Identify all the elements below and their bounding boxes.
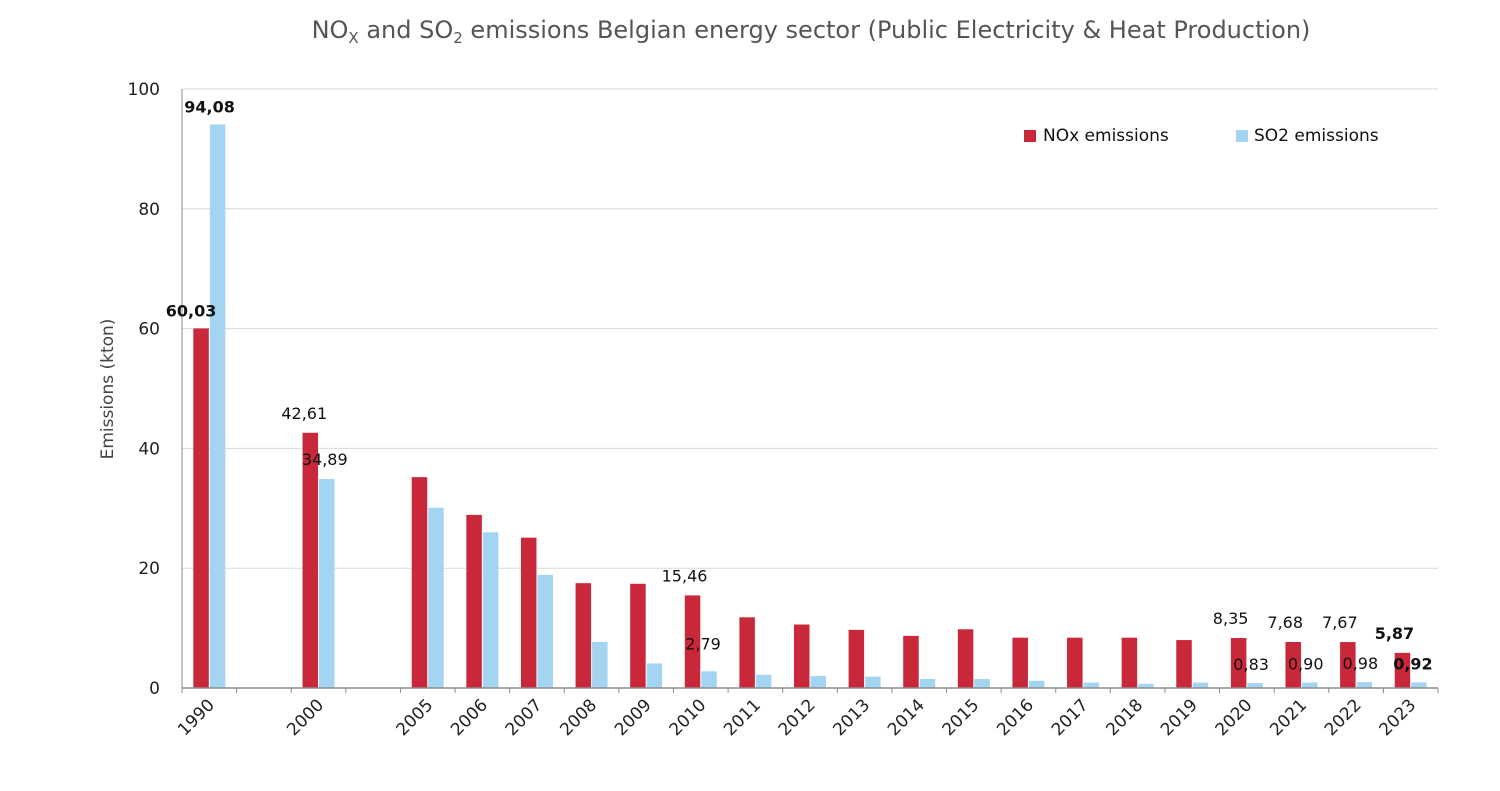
y-tick-label: 100 bbox=[128, 80, 160, 100]
y-tick-labels: 0 20 40 60 80 100 bbox=[128, 80, 160, 699]
bar-so2 bbox=[1411, 682, 1427, 688]
x-tick-label: 2011 bbox=[720, 695, 765, 740]
y-tick-label: 0 bbox=[149, 679, 160, 699]
legend-swatch-so2 bbox=[1236, 130, 1248, 142]
bar-so2 bbox=[319, 479, 335, 688]
bar-so2 bbox=[1301, 682, 1318, 688]
data-label-nox: 7,68 bbox=[1267, 613, 1303, 632]
bar-so2 bbox=[537, 574, 553, 688]
axes bbox=[181, 89, 1439, 693]
data-label-nox: 15,46 bbox=[662, 566, 708, 585]
data-label-nox: 7,67 bbox=[1322, 613, 1358, 632]
y-tick-label: 60 bbox=[138, 320, 160, 340]
x-tick-label: 2015 bbox=[939, 695, 984, 740]
x-tick-label: 2012 bbox=[775, 695, 820, 740]
bar-so2 bbox=[1083, 682, 1100, 688]
bar-so2 bbox=[592, 641, 608, 688]
bar-nox bbox=[1176, 640, 1192, 688]
y-tick-label: 40 bbox=[138, 439, 160, 459]
bar-nox bbox=[1067, 637, 1083, 688]
x-tick-label: 2008 bbox=[556, 695, 601, 740]
x-tick-label: 2023 bbox=[1375, 695, 1420, 740]
bar-nox bbox=[411, 477, 428, 688]
x-tick-labels: 1990 2000 2005 2006 2007 2008 2009 2010 2011 2012… bbox=[174, 695, 1420, 740]
bar-so2 bbox=[1192, 682, 1209, 688]
data-label-so2: 2,79 bbox=[685, 634, 721, 653]
bar-so2 bbox=[701, 671, 717, 688]
x-tick-label: 2009 bbox=[611, 695, 656, 740]
bar-nox bbox=[302, 432, 319, 688]
bar-nox bbox=[466, 514, 482, 688]
data-label-so2: 34,89 bbox=[302, 450, 348, 469]
data-labels: 60,03 94,08 42,61 34,89 15,46 2,79 8,35 0,83 7,6… bbox=[166, 97, 1433, 674]
y-tick-label: 20 bbox=[138, 559, 160, 579]
x-tick-label: 2016 bbox=[993, 695, 1038, 740]
bar-so2 bbox=[919, 679, 936, 688]
data-label-nox: 42,61 bbox=[281, 404, 327, 423]
bar-nox bbox=[957, 629, 974, 688]
legend-label-nox: NOx emissions bbox=[1043, 126, 1169, 146]
bar-nox bbox=[520, 537, 537, 688]
x-tick-label: 2013 bbox=[829, 695, 874, 740]
data-label-nox: 60,03 bbox=[166, 301, 217, 320]
bar-nox bbox=[1340, 642, 1356, 688]
chart-title: NOX and SO2 emissions Belgian energy sec… bbox=[311, 16, 1311, 47]
x-tick-label: 2020 bbox=[1212, 695, 1257, 740]
bar-so2 bbox=[1138, 683, 1154, 688]
x-tick-label: 2019 bbox=[1157, 695, 1202, 740]
bar-nox bbox=[575, 583, 592, 688]
x-tick-label: 2022 bbox=[1321, 695, 1366, 740]
x-tick-label: 2014 bbox=[884, 695, 929, 740]
x-tick-label: 2000 bbox=[283, 695, 328, 740]
bar-nox bbox=[739, 617, 755, 688]
legend-label-so2: SO2 emissions bbox=[1254, 126, 1379, 146]
legend: NOx emissions SO2 emissions bbox=[1024, 126, 1379, 146]
bar-so2 bbox=[1028, 680, 1045, 688]
bar-so2 bbox=[209, 124, 226, 688]
bar-so2 bbox=[755, 674, 772, 688]
bar-nox bbox=[794, 624, 810, 688]
bar-so2 bbox=[1356, 682, 1373, 688]
data-label-so2: 0,98 bbox=[1343, 654, 1379, 673]
bar-nox bbox=[1394, 652, 1411, 688]
bar-so2 bbox=[428, 507, 444, 688]
x-tick-label: 1990 bbox=[174, 695, 219, 740]
bar-nox bbox=[1285, 641, 1301, 688]
data-label-so2: 0,90 bbox=[1288, 655, 1324, 674]
data-label-nox: 5,87 bbox=[1375, 624, 1414, 643]
bar-so2 bbox=[646, 663, 663, 688]
bar-so2 bbox=[974, 679, 990, 688]
bar-so2 bbox=[810, 676, 826, 688]
x-tick-label: 2005 bbox=[393, 695, 438, 740]
bar-nox bbox=[684, 595, 701, 688]
legend-swatch-nox bbox=[1024, 130, 1036, 142]
bar-nox bbox=[630, 583, 646, 688]
x-tick-label: 2010 bbox=[666, 695, 711, 740]
bar-so2 bbox=[1247, 683, 1263, 688]
bar-nox bbox=[193, 328, 209, 688]
bar-nox bbox=[1012, 637, 1028, 688]
bars bbox=[193, 124, 1427, 688]
data-label-so2: 0,92 bbox=[1393, 654, 1432, 673]
data-label-nox: 8,35 bbox=[1213, 609, 1249, 628]
gridlines bbox=[182, 88, 1438, 569]
bar-nox bbox=[1121, 637, 1138, 688]
x-tick-label: 2021 bbox=[1266, 695, 1311, 740]
data-label-so2: 0,83 bbox=[1233, 655, 1269, 674]
y-axis-label: Emissions (kton) bbox=[98, 319, 118, 460]
x-tick-label: 2006 bbox=[447, 695, 492, 740]
x-tick-label: 2018 bbox=[1102, 695, 1147, 740]
x-tick-label: 2017 bbox=[1048, 695, 1093, 740]
bar-nox bbox=[903, 635, 919, 688]
y-tick-label: 80 bbox=[138, 200, 160, 220]
bar-so2 bbox=[482, 532, 499, 688]
bar-nox bbox=[848, 629, 865, 688]
x-tick-label: 2007 bbox=[502, 695, 547, 740]
bar-so2 bbox=[865, 676, 881, 688]
data-label-so2: 94,08 bbox=[184, 97, 235, 116]
bar-nox bbox=[1230, 637, 1247, 688]
